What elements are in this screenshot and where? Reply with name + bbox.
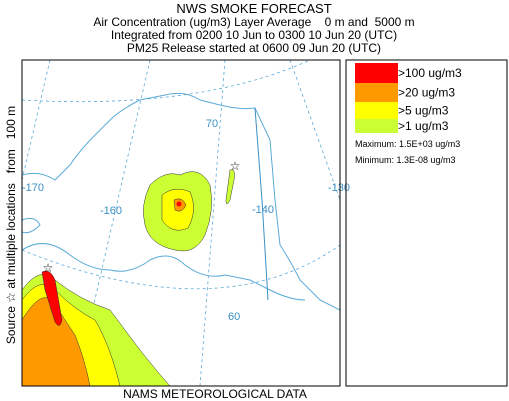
subtitle: Integrated from 0200 10 Jun to 0300 10 J… — [111, 28, 397, 42]
subtitle: Air Concentration (ug/m3) Layer Average … — [93, 15, 414, 29]
svg-text:☆: ☆ — [43, 261, 54, 275]
lon-label: -140 — [252, 204, 274, 216]
lat-label: 70 — [206, 118, 218, 130]
legend-label: >1 ug/m3 — [398, 119, 449, 133]
legend-label: >5 ug/m3 — [398, 104, 449, 118]
title: NWS SMOKE FORECAST — [176, 1, 331, 16]
lon-label: -170 — [22, 182, 44, 194]
legend-frame — [345, 59, 508, 387]
footer: NAMS METEOROLOGICAL DATA — [123, 387, 307, 401]
legend-swatch — [355, 102, 398, 119]
minimum: Minimum: 1.3E-08 ug/m3 — [355, 155, 456, 165]
subtitle: PM25 Release started at 0600 09 Jun 20 (… — [127, 41, 381, 55]
maximum: Maximum: 1.5E+03 ug/m3 — [355, 139, 460, 149]
legend-label: >100 ug/m3 — [398, 66, 462, 80]
legend-swatch — [355, 63, 398, 83]
map: ☆ ☆ 70 -170 -160 -140 -130 60 — [21, 59, 350, 387]
lat-label: 60 — [228, 311, 240, 323]
side-label: Source ☆ at multiple locations from 100 … — [4, 106, 18, 344]
legend-label: >20 ug/m3 — [398, 86, 455, 100]
map-frame — [21, 59, 341, 387]
lon-label: -130 — [328, 182, 350, 194]
legend-swatch — [355, 83, 398, 102]
legend: Maximum: 1.5E+03 ug/m3 Minimum: 1.3E-08 … — [345, 59, 508, 387]
legend-swatch — [355, 119, 398, 133]
lon-label: -160 — [100, 205, 122, 217]
svg-text:☆: ☆ — [230, 159, 241, 173]
